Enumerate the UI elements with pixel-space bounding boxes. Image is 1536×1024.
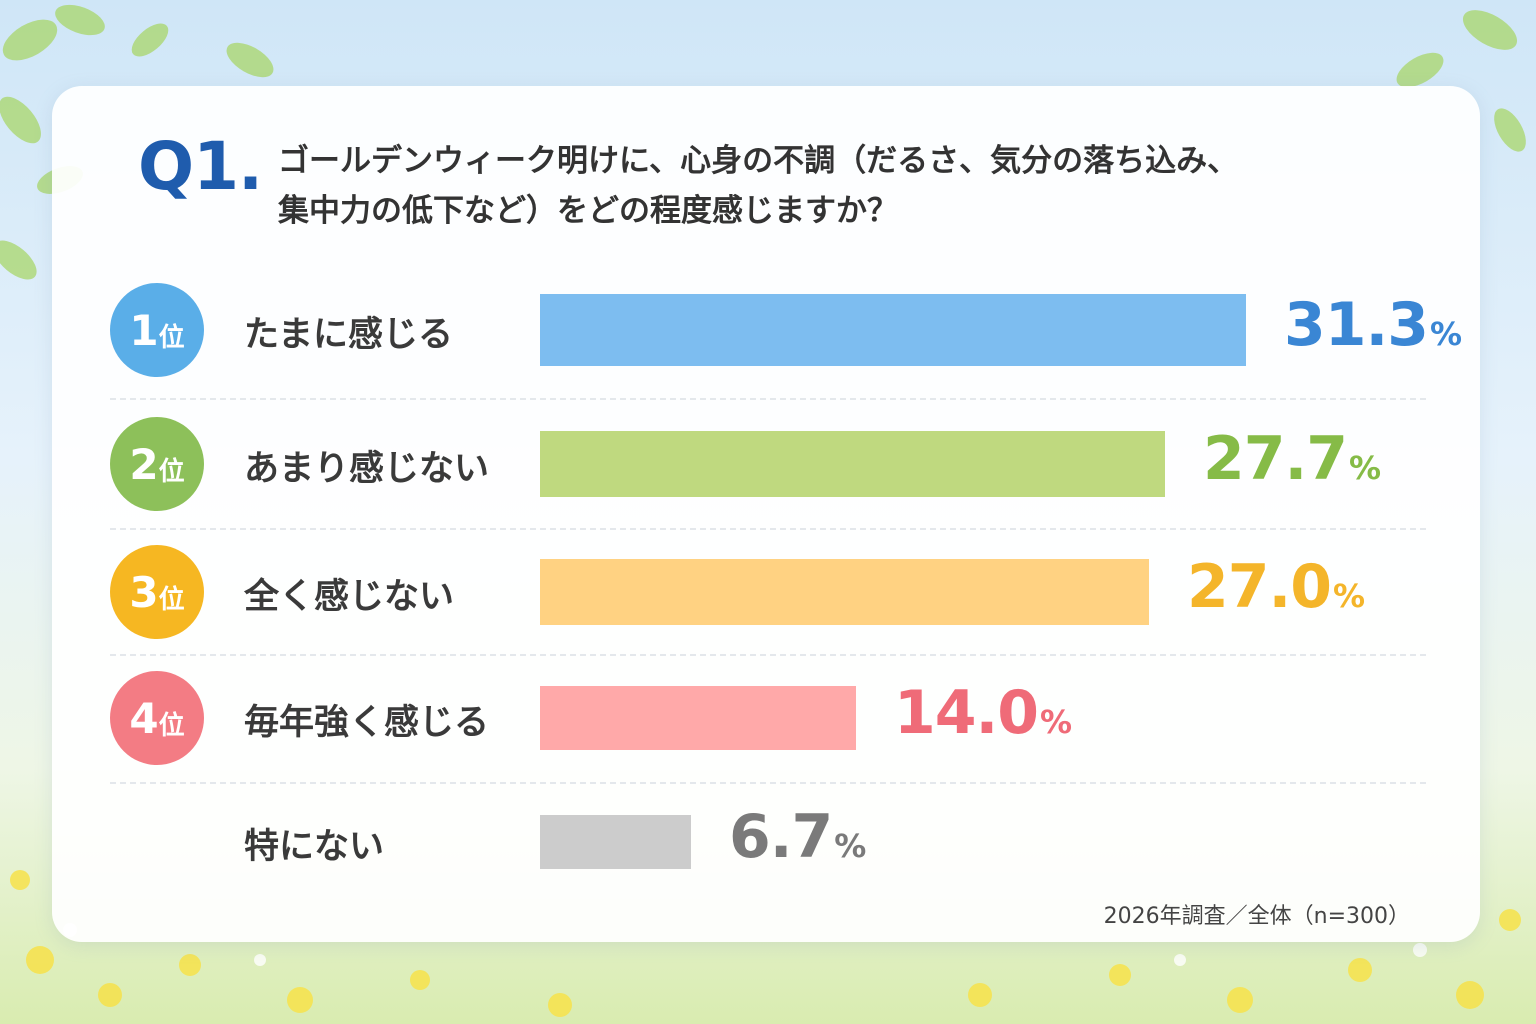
value-number: 31.3: [1284, 290, 1429, 360]
category-label: たまに感じる: [244, 315, 453, 355]
rank-number: 4: [129, 693, 159, 743]
value-label: 27.0%: [1187, 552, 1365, 622]
bar-1: [540, 294, 1246, 366]
category-label: 特にない: [244, 827, 385, 867]
bar-2: [540, 431, 1165, 497]
rank-number: 1: [129, 305, 159, 355]
question-number: Q1.: [138, 128, 263, 205]
row-divider: [110, 528, 1426, 530]
row-divider: [110, 398, 1426, 400]
category-label: 毎年強く感じる: [244, 703, 490, 743]
value-label: 14.0%: [894, 678, 1072, 748]
rank-number: 2: [129, 439, 159, 489]
value-label: 6.7%: [729, 802, 866, 872]
category-label: 全く感じない: [244, 577, 455, 617]
rank-unit: 位: [158, 322, 185, 353]
percent-sign: %: [1430, 315, 1463, 353]
rank-unit: 位: [158, 584, 185, 615]
rank-unit: 位: [158, 710, 185, 741]
percent-sign: %: [834, 827, 867, 865]
row-divider: [110, 654, 1426, 656]
rank-unit: 位: [158, 456, 185, 487]
value-number: 27.0: [1187, 552, 1332, 622]
category-label: あまり感じない: [244, 449, 490, 489]
percent-sign: %: [1349, 449, 1382, 487]
question-line-2: 集中力の低下など）をどの程度感じますか？: [278, 193, 898, 229]
question-text: ゴールデンウィーク明けに、心身の不調（だるさ、気分の落ち込み、 集中力の低下など…: [278, 136, 1358, 236]
row-divider: [110, 782, 1426, 784]
question-line-1: ゴールデンウィーク明けに、心身の不調（だるさ、気分の落ち込み、: [278, 143, 1239, 179]
value-number: 27.7: [1203, 424, 1348, 494]
value-label: 27.7%: [1203, 424, 1381, 494]
bar-3: [540, 559, 1149, 625]
percent-sign: %: [1333, 577, 1366, 615]
value-number: 6.7: [729, 802, 833, 872]
value-number: 14.0: [894, 678, 1039, 748]
chart-card: [52, 86, 1480, 942]
rank-number: 3: [129, 567, 159, 617]
value-label: 31.3%: [1284, 290, 1462, 360]
source-note: 2026年調査／全体（n=300）: [1103, 904, 1410, 929]
bar-4: [540, 686, 856, 750]
bar-5: [540, 815, 691, 869]
percent-sign: %: [1040, 703, 1073, 741]
